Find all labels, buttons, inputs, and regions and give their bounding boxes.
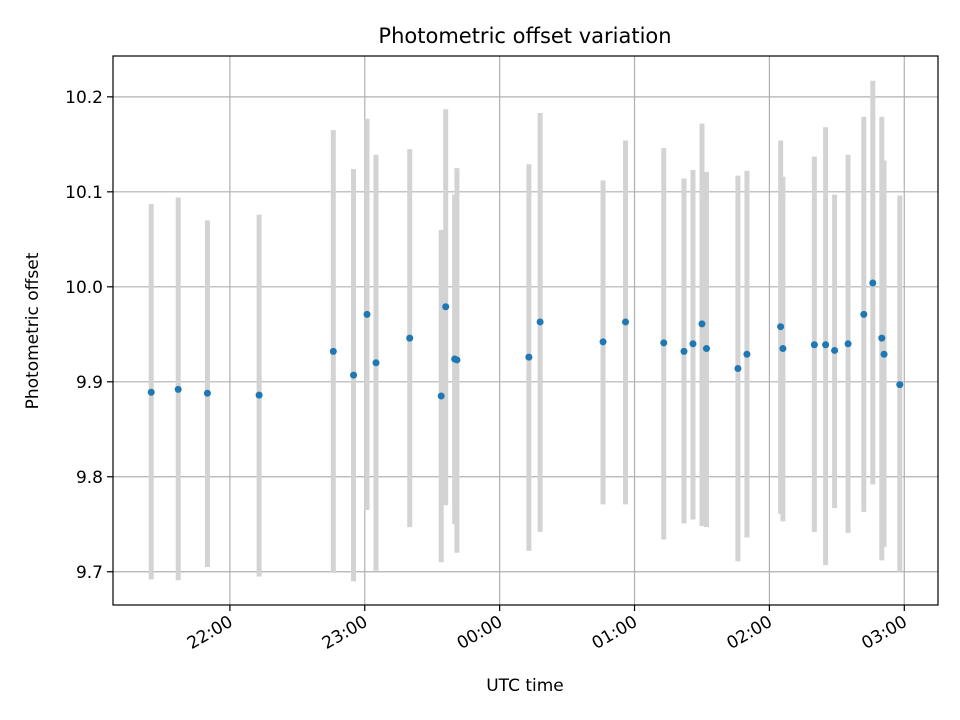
x-axis-label: UTC time	[486, 676, 564, 696]
data-point	[363, 310, 371, 318]
data-point	[880, 350, 888, 358]
data-point	[453, 356, 461, 364]
x-tick-label: 22:00	[184, 612, 236, 654]
data-point	[680, 347, 688, 355]
data-point	[689, 340, 697, 348]
data-point	[525, 353, 533, 361]
data-point	[831, 346, 839, 354]
y-tick-label: 9.7	[76, 563, 103, 583]
data-point	[878, 334, 886, 342]
data-point	[844, 340, 852, 348]
data-point	[860, 310, 868, 318]
y-tick-label: 9.8	[76, 468, 103, 488]
data-point	[702, 345, 710, 353]
axis-ticks	[107, 96, 905, 611]
error-bars	[148, 80, 903, 582]
x-tick-label: 23:00	[319, 612, 371, 654]
data-point	[822, 341, 830, 349]
data-point	[622, 318, 630, 326]
y-tick-label: 10.2	[65, 88, 103, 108]
data-point	[372, 359, 380, 367]
data-point	[255, 391, 263, 399]
y-tick-label: 9.9	[76, 373, 103, 393]
data-point	[442, 303, 450, 311]
x-tick-labels: 22:00 23:00 00:00 01:00 02:00 03:00	[184, 612, 911, 654]
grid	[113, 56, 938, 605]
data-point	[406, 334, 414, 342]
y-axis-label: Photometric offset	[23, 252, 43, 409]
data-point	[896, 381, 904, 389]
data-point	[734, 364, 742, 372]
data-point	[174, 385, 182, 393]
x-tick-label: 00:00	[454, 612, 506, 654]
plot-frame	[112, 55, 939, 606]
data-point	[810, 341, 818, 349]
x-tick-label: 01:00	[589, 612, 641, 654]
data-point	[869, 279, 877, 287]
data-point	[350, 371, 358, 379]
chart-title: Photometric offset variation	[378, 24, 671, 48]
data-point	[779, 345, 787, 353]
y-tick-label: 10.0	[65, 278, 103, 298]
x-tick-label: 03:00	[858, 612, 910, 654]
data-point	[698, 320, 706, 328]
data-point	[777, 323, 785, 331]
data-point	[660, 339, 668, 347]
data-point	[329, 347, 337, 355]
data-points	[147, 279, 904, 400]
data-point	[536, 318, 544, 326]
data-point	[203, 389, 211, 397]
y-tick-labels: 9.7 9.8 9.9 10.0 10.1 10.2	[65, 88, 103, 583]
x-tick-label: 02:00	[723, 612, 775, 654]
data-point	[599, 338, 607, 346]
data-point	[147, 388, 155, 396]
data-point	[437, 392, 445, 400]
data-point	[743, 350, 751, 358]
y-tick-label: 10.1	[65, 183, 103, 203]
